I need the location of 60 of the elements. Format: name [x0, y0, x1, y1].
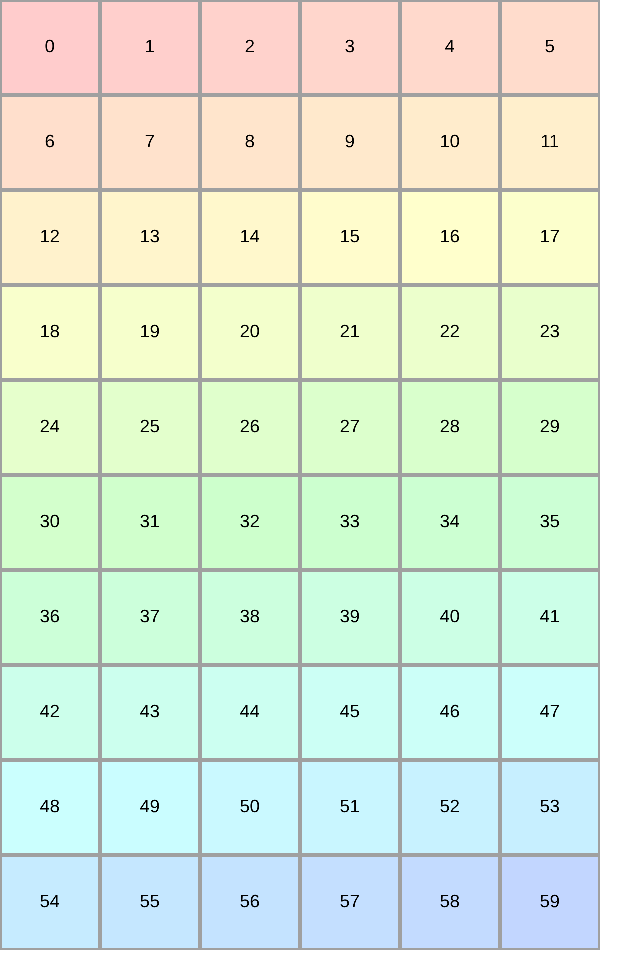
data-label: 27 [340, 416, 360, 436]
data-label: 45 [340, 701, 360, 722]
data-label: 42 [40, 701, 60, 722]
data-label: 14 [240, 226, 260, 246]
data-label: 16 [440, 226, 460, 246]
data-label: 50 [240, 796, 260, 816]
data-label: 46 [440, 701, 460, 722]
data-label: 22 [440, 321, 460, 342]
data-label: 23 [540, 321, 560, 342]
data-label: 55 [140, 891, 160, 912]
data-label: 6 [44, 131, 56, 152]
data-label: 9 [344, 131, 356, 152]
data-label: 53 [540, 796, 560, 816]
data-label: 59 [540, 891, 560, 912]
data-label: 30 [40, 511, 60, 532]
data-label: 57 [340, 891, 360, 912]
data-label: 10 [440, 131, 460, 152]
data-label: 12 [40, 226, 60, 246]
data-label: 21 [340, 321, 360, 342]
data-label: 13 [140, 226, 160, 246]
data-label: 25 [140, 416, 160, 436]
data-label: 48 [40, 796, 60, 816]
data-label: 26 [240, 416, 260, 436]
data-label: 31 [140, 511, 160, 532]
data-label: 7 [144, 131, 156, 152]
data-label: 37 [140, 606, 160, 626]
data-label: 35 [540, 511, 560, 532]
data-label: 24 [40, 416, 60, 436]
data-label: 44 [240, 701, 260, 722]
data-label: 40 [440, 606, 460, 626]
data-label: 33 [340, 511, 360, 532]
data-label: 5 [544, 36, 556, 56]
data-label: 43 [140, 701, 160, 722]
data-label: 56 [240, 891, 260, 912]
data-label: 28 [440, 416, 460, 436]
data-label: 51 [340, 796, 360, 816]
data-label: 29 [540, 416, 560, 436]
data-label: 11 [540, 131, 560, 152]
data-label: 8 [244, 131, 256, 152]
data-label: 0 [44, 36, 56, 56]
data-label: 15 [340, 226, 360, 246]
data-label: 1 [144, 36, 156, 56]
data-label: 58 [440, 891, 460, 912]
data-label: 34 [440, 511, 460, 532]
data-label: 19 [140, 321, 160, 342]
data-label: 20 [240, 321, 260, 342]
data-label: 18 [40, 321, 60, 342]
data-label: 52 [440, 796, 460, 816]
data-label: 2 [244, 36, 256, 56]
data-label: 47 [540, 701, 560, 722]
data-label: 4 [444, 36, 456, 56]
data-label: 54 [40, 891, 60, 912]
data-label: 3 [344, 36, 356, 56]
data-label: 49 [140, 796, 160, 816]
data-label: 39 [340, 606, 360, 626]
data-label: 17 [540, 226, 560, 246]
data-label: 38 [240, 606, 260, 626]
data-label: 41 [540, 606, 560, 626]
data-label: 36 [40, 606, 60, 626]
data-label: 32 [240, 511, 260, 532]
